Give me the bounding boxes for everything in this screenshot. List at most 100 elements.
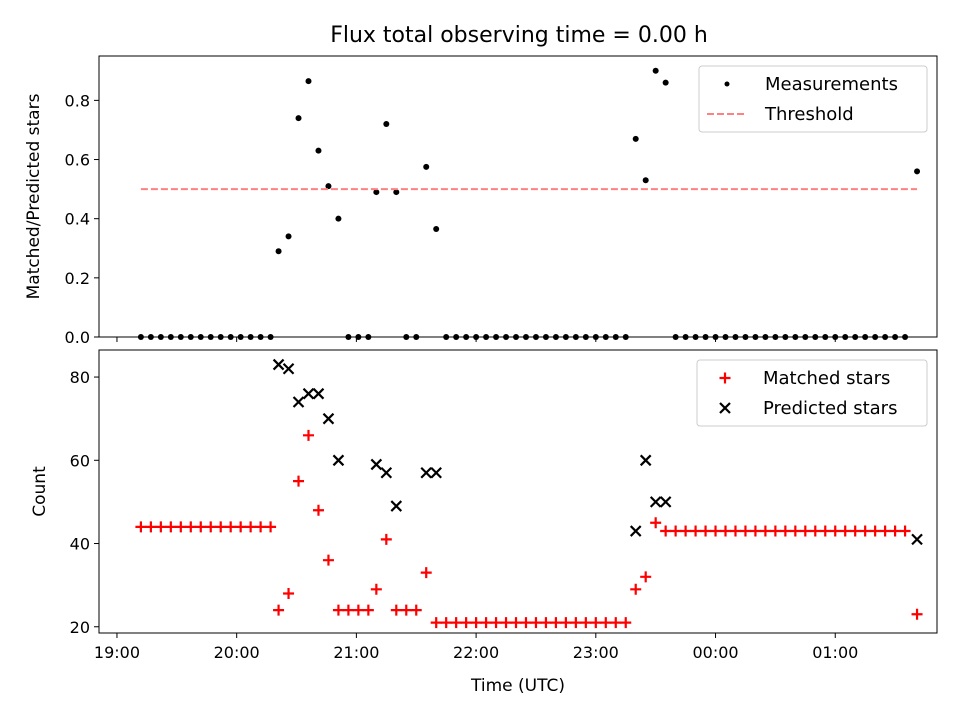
data-point (303, 429, 314, 441)
data-point (390, 604, 402, 616)
data-point (390, 500, 403, 512)
data-point (911, 533, 923, 546)
data-point (373, 189, 380, 196)
legend-marker (719, 372, 731, 384)
data-point (380, 466, 393, 479)
data-point (580, 617, 592, 629)
data-point (282, 362, 295, 375)
data-point (195, 521, 207, 533)
data-point (732, 334, 739, 340)
data-point (819, 525, 831, 537)
data-point (759, 525, 771, 537)
data-point (630, 583, 642, 595)
legend-box (698, 65, 928, 133)
data-point (450, 617, 462, 629)
data-point (640, 571, 652, 583)
data-point (443, 334, 450, 340)
data-point (205, 521, 217, 533)
data-point (332, 604, 344, 616)
data-point (610, 617, 622, 629)
data-point (530, 617, 542, 629)
data-point (325, 183, 332, 190)
x-axis-label: Time (UTC) (470, 676, 565, 696)
data-point (267, 334, 274, 340)
data-point (315, 147, 322, 154)
data-point (295, 115, 302, 122)
data-point (215, 521, 227, 533)
data-point (185, 521, 197, 533)
data-point (590, 617, 602, 629)
legend: Measurements Threshold (698, 65, 928, 133)
y-axis-label: Matched/Predicted stars (24, 93, 44, 299)
data-point (255, 521, 267, 533)
data-point (670, 525, 682, 537)
data-point (849, 525, 861, 537)
data-point (702, 334, 709, 340)
data-point (383, 121, 390, 128)
data-point (792, 334, 799, 340)
data-point (869, 525, 881, 537)
data-point (914, 168, 921, 175)
data-point (742, 334, 749, 340)
data-point (720, 525, 732, 537)
data-point (283, 587, 295, 599)
data-point (463, 334, 470, 340)
figure-title: Flux total observing time = 0.00 h (330, 23, 708, 48)
data-point (859, 525, 871, 537)
data-point (812, 334, 819, 340)
data-point (642, 177, 649, 184)
data-point (227, 334, 234, 340)
legend: Matched stars Predicted stars (696, 359, 928, 427)
data-point (832, 334, 839, 340)
data-point (722, 334, 729, 340)
data-point (520, 617, 532, 629)
y-tick-label: 0.2 (65, 269, 90, 288)
data-point (632, 135, 639, 142)
data-point (662, 79, 669, 86)
data-point (420, 567, 432, 579)
data-point (335, 215, 342, 222)
data-point (882, 334, 889, 340)
data-point (302, 387, 315, 400)
data-point (629, 525, 642, 537)
data-point (839, 525, 851, 537)
data-point (892, 334, 899, 340)
data-point (779, 525, 791, 537)
axes-frame (98, 349, 938, 634)
legend-marker (724, 81, 730, 87)
data-point (782, 334, 789, 340)
x-tick-label: 22:00 (453, 643, 499, 662)
data-point (802, 334, 809, 340)
data-point (225, 521, 237, 533)
x-tick-label: 01:00 (812, 643, 858, 662)
data-point (207, 334, 214, 340)
data-point (852, 334, 859, 340)
data-point (342, 604, 354, 616)
x-tick-label: 20:00 (214, 643, 260, 662)
data-point (265, 521, 277, 533)
data-point (147, 334, 154, 340)
data-point (483, 334, 490, 340)
data-point (659, 496, 672, 508)
data-point (550, 617, 562, 629)
data-point (889, 525, 901, 537)
data-point (503, 334, 510, 340)
data-point (322, 554, 334, 566)
data-point (165, 521, 177, 533)
y-axis-label: Count (30, 466, 50, 517)
data-point (682, 334, 689, 340)
data-point (510, 617, 522, 629)
data-point (652, 67, 659, 74)
data-point (911, 608, 923, 620)
data-point (453, 334, 460, 340)
data-point (292, 396, 305, 408)
data-point (500, 617, 512, 629)
x-tick-label: 23:00 (573, 643, 619, 662)
data-point (440, 617, 452, 629)
data-point (872, 334, 879, 340)
data-point (177, 334, 184, 340)
data-point (879, 525, 891, 537)
data-point (799, 525, 811, 537)
count-panel: 20 40 60 80 19:00 20:00 21:00 22:00 23:00 00:00 01… (30, 349, 938, 696)
